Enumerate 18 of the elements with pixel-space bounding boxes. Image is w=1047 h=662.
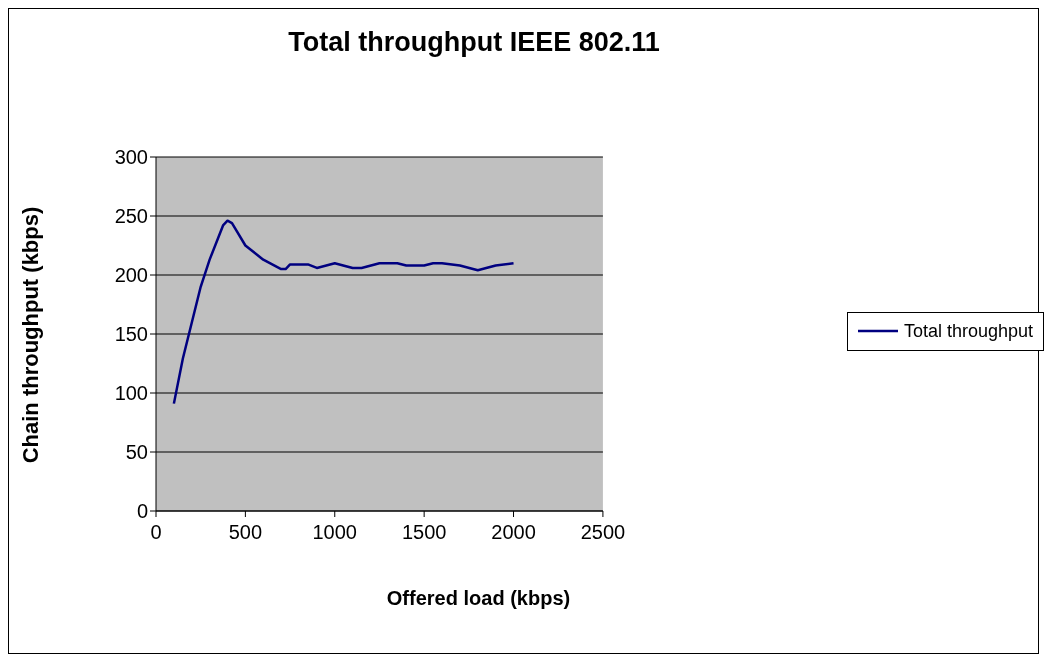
x-tick-label: 1000 <box>312 521 358 544</box>
x-tick-label: 2500 <box>580 521 626 544</box>
line-series <box>172 219 515 405</box>
x-axis-title: Offered load (kbps) <box>385 587 572 610</box>
y-tick-label: 0 <box>136 500 148 523</box>
x-tick-label: 0 <box>150 521 162 544</box>
legend-label: Total throughput <box>903 320 1033 342</box>
y-tick-label: 150 <box>114 323 148 346</box>
x-tick-label: 2000 <box>491 521 536 544</box>
x-tick-label: 500 <box>228 521 263 544</box>
chart-title: Total throughput IEEE 802.11 <box>287 27 661 58</box>
y-tick-label: 250 <box>114 205 148 228</box>
y-tick-label: 200 <box>114 264 148 287</box>
y-tick-label: 300 <box>114 146 148 169</box>
y-tick-label: 50 <box>125 441 148 464</box>
y-axis-title: Chain throughput (kbps) <box>18 205 44 466</box>
y-tick-label: 100 <box>114 382 148 405</box>
x-tick-label: 1500 <box>401 521 447 544</box>
